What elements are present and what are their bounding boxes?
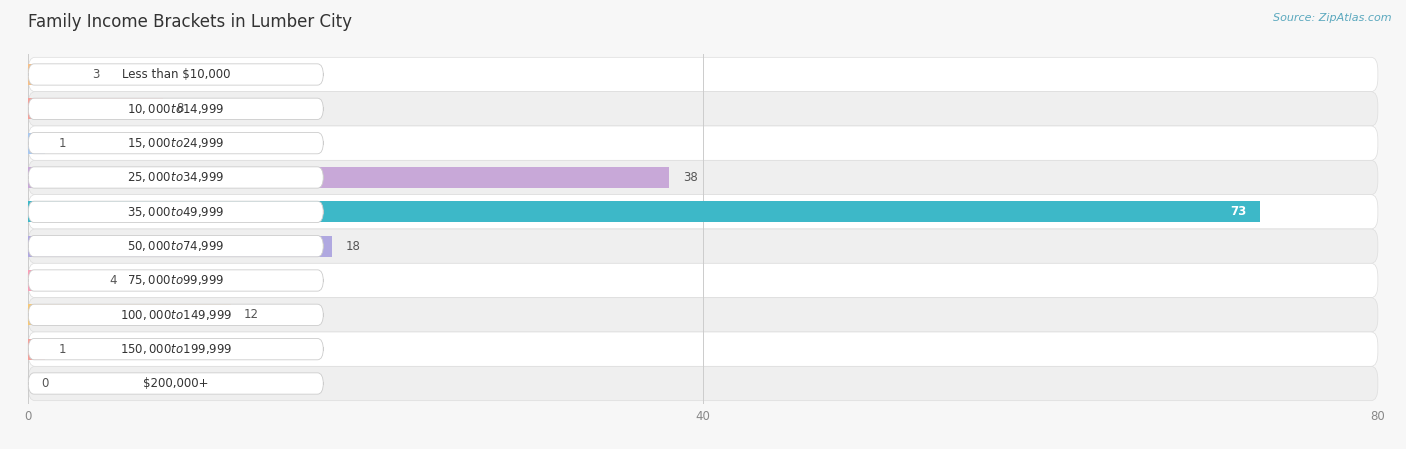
FancyBboxPatch shape: [28, 98, 323, 119]
FancyBboxPatch shape: [28, 236, 323, 257]
FancyBboxPatch shape: [28, 304, 323, 326]
Bar: [28, 201, 1260, 222]
Text: $100,000 to $149,999: $100,000 to $149,999: [120, 308, 232, 322]
Bar: [28, 98, 163, 119]
Text: Less than $10,000: Less than $10,000: [121, 68, 231, 81]
Bar: [28, 167, 669, 188]
Bar: [28, 132, 45, 154]
Text: 1: 1: [59, 136, 66, 150]
FancyBboxPatch shape: [28, 263, 1378, 298]
FancyBboxPatch shape: [28, 339, 323, 360]
Bar: [28, 270, 96, 291]
Text: $50,000 to $74,999: $50,000 to $74,999: [127, 239, 225, 253]
Text: 0: 0: [42, 377, 49, 390]
Text: Family Income Brackets in Lumber City: Family Income Brackets in Lumber City: [28, 13, 352, 31]
Text: 73: 73: [1230, 205, 1246, 218]
FancyBboxPatch shape: [28, 270, 323, 291]
Text: 38: 38: [683, 171, 697, 184]
FancyBboxPatch shape: [28, 126, 1378, 160]
Text: $150,000 to $199,999: $150,000 to $199,999: [120, 342, 232, 356]
Bar: [28, 339, 45, 360]
Bar: [28, 64, 79, 85]
FancyBboxPatch shape: [28, 373, 323, 394]
FancyBboxPatch shape: [28, 167, 323, 188]
FancyBboxPatch shape: [28, 332, 1378, 366]
Text: 8: 8: [177, 102, 184, 115]
Bar: [28, 304, 231, 326]
FancyBboxPatch shape: [28, 92, 1378, 126]
Text: $75,000 to $99,999: $75,000 to $99,999: [127, 273, 225, 287]
Text: $200,000+: $200,000+: [143, 377, 208, 390]
FancyBboxPatch shape: [28, 298, 1378, 332]
FancyBboxPatch shape: [28, 229, 1378, 263]
FancyBboxPatch shape: [28, 57, 1378, 92]
Text: 3: 3: [93, 68, 100, 81]
Text: 12: 12: [245, 308, 259, 321]
Text: $15,000 to $24,999: $15,000 to $24,999: [127, 136, 225, 150]
Text: 4: 4: [110, 274, 117, 287]
FancyBboxPatch shape: [28, 132, 323, 154]
Text: $25,000 to $34,999: $25,000 to $34,999: [127, 171, 225, 185]
FancyBboxPatch shape: [28, 160, 1378, 195]
FancyBboxPatch shape: [28, 64, 323, 85]
Bar: [28, 236, 332, 257]
Text: Source: ZipAtlas.com: Source: ZipAtlas.com: [1274, 13, 1392, 23]
Text: 1: 1: [59, 343, 66, 356]
FancyBboxPatch shape: [28, 366, 1378, 401]
FancyBboxPatch shape: [28, 195, 1378, 229]
FancyBboxPatch shape: [28, 201, 323, 222]
Text: $10,000 to $14,999: $10,000 to $14,999: [127, 102, 225, 116]
Text: $35,000 to $49,999: $35,000 to $49,999: [127, 205, 225, 219]
Text: 18: 18: [346, 240, 360, 253]
